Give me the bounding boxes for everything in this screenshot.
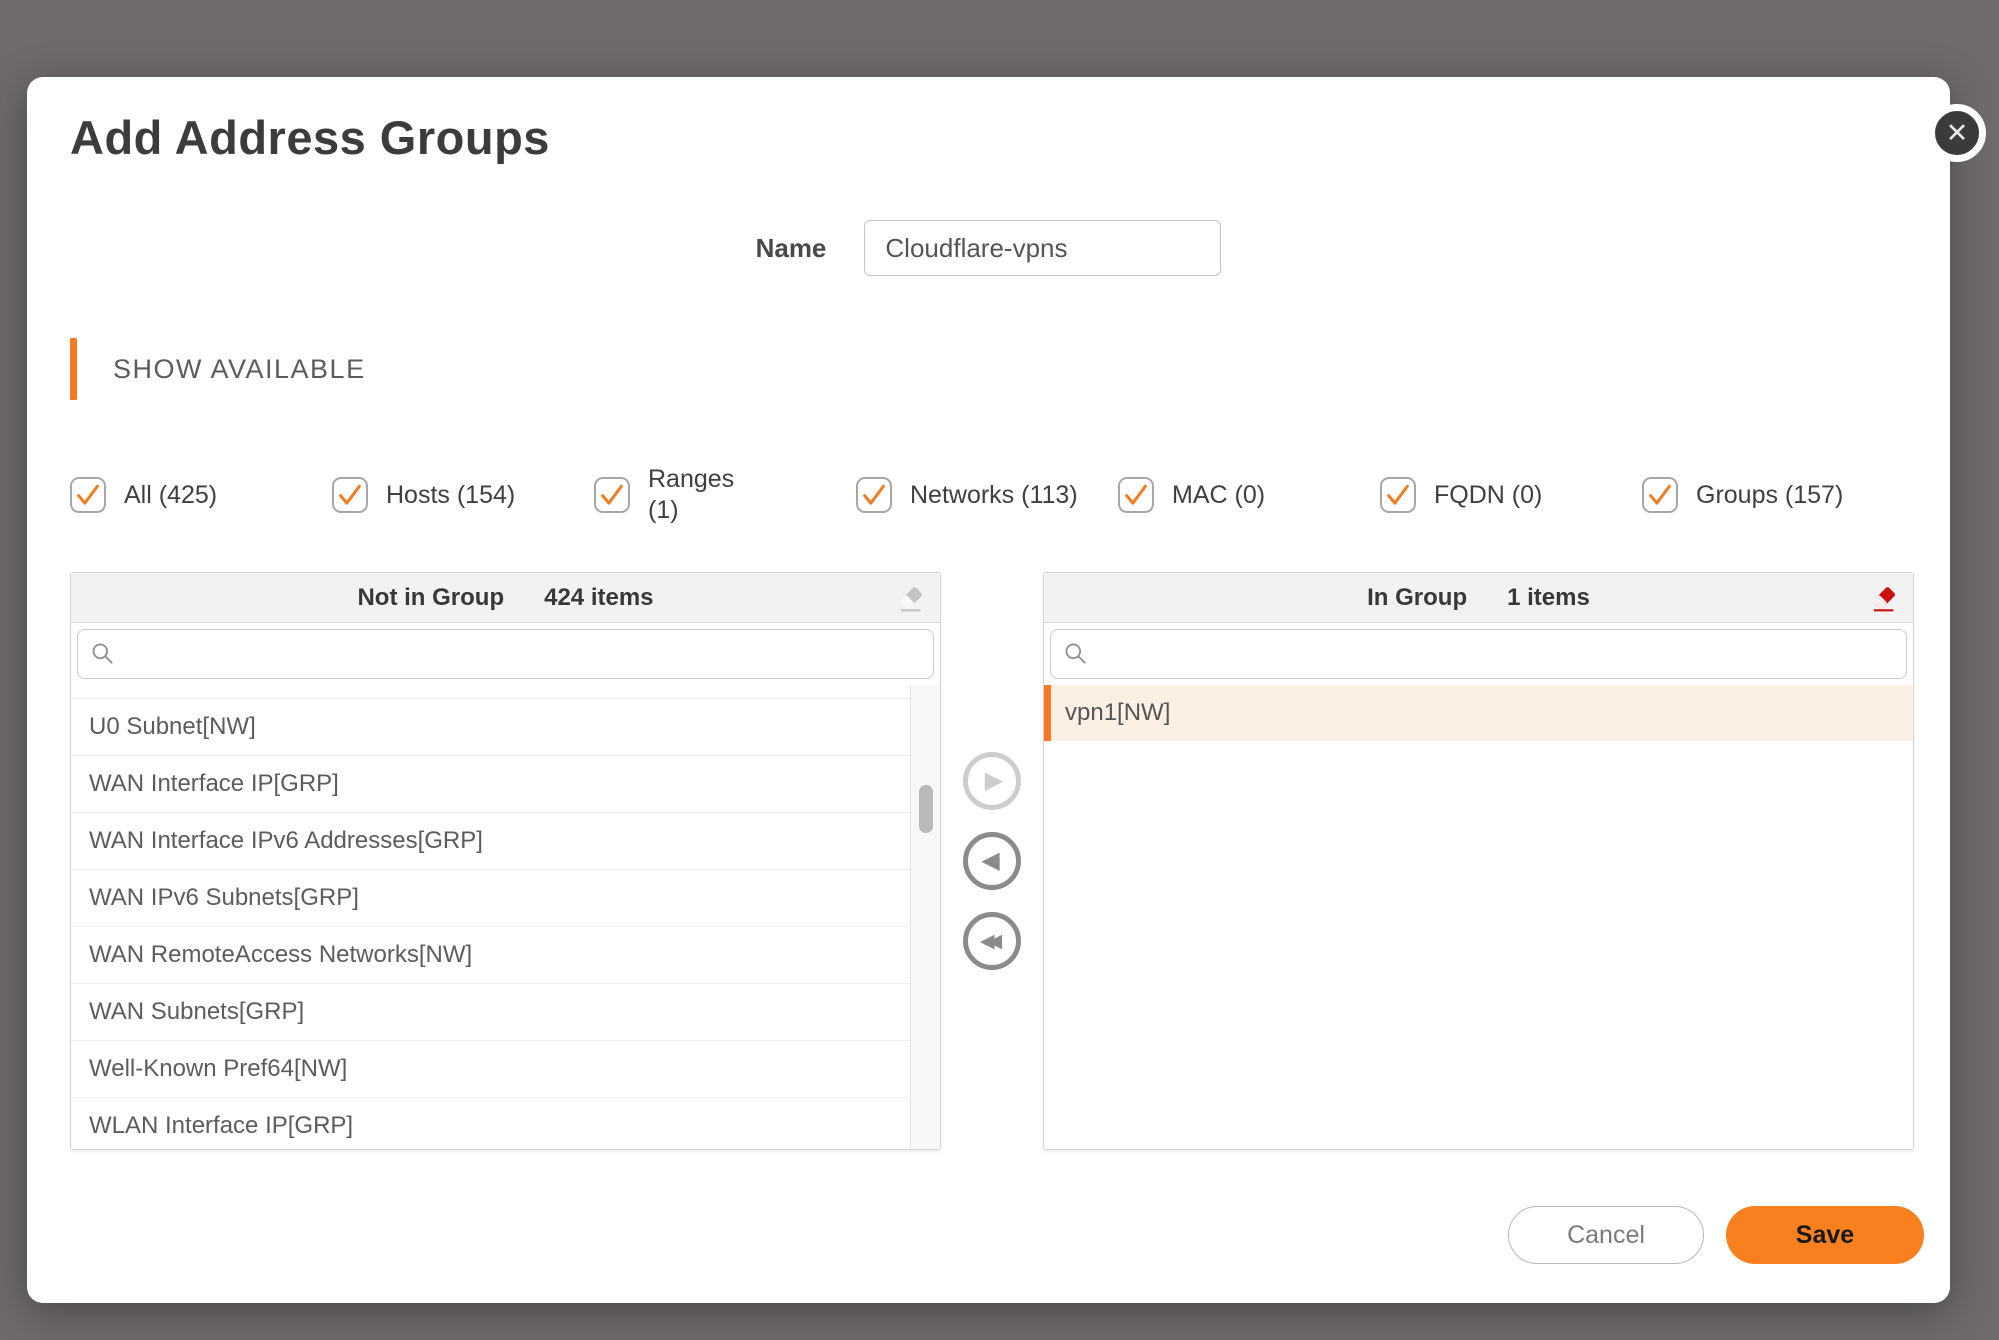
- checkbox-checked[interactable]: [1642, 477, 1678, 513]
- type-filter[interactable]: Groups (157): [1642, 477, 1904, 513]
- checkbox-checked[interactable]: [594, 477, 630, 513]
- close-button[interactable]: ✕: [1928, 104, 1986, 162]
- type-filter[interactable]: Ranges (1): [594, 464, 856, 526]
- in-group-list: vpn1[NW]: [1044, 685, 1913, 1149]
- dialog-title: Add Address Groups: [70, 111, 550, 164]
- checkbox-checked[interactable]: [1380, 477, 1416, 513]
- section-title: SHOW AVAILABLE: [113, 353, 366, 384]
- address-object-row[interactable]: WAN Interface IPv6 Addresses[GRP]: [71, 813, 910, 870]
- address-object-label: WAN Interface IP[GRP]: [89, 770, 339, 797]
- filter-label: Ranges (1): [648, 465, 735, 524]
- cancel-button[interactable]: Cancel: [1508, 1206, 1704, 1264]
- transfer-controls: ▶ ◀ ◀◀: [941, 572, 1043, 1150]
- address-object-row[interactable]: WLAN Interface IP[GRP]: [71, 1098, 910, 1149]
- check-icon: [863, 484, 885, 505]
- name-input[interactable]: [864, 220, 1222, 276]
- filter-label: Groups (157): [1696, 480, 1844, 509]
- address-object-label: Well-Known Pref64[NW]: [89, 1055, 348, 1082]
- double-arrow-left-icon: ◀◀: [979, 930, 1002, 952]
- checkbox-checked[interactable]: [856, 477, 892, 513]
- name-label: Name: [755, 232, 827, 263]
- move-all-left-button[interactable]: ◀◀: [963, 912, 1021, 970]
- selected-address-row[interactable]: vpn1[NW]: [1044, 685, 1913, 741]
- filter-label: All (425): [124, 480, 218, 509]
- not-in-group-panel: Not in Group 424 items: [70, 572, 941, 1150]
- filter-label: Hosts (154): [386, 480, 516, 509]
- address-object-row[interactable]: Well-Known Pref64[NW]: [71, 1041, 910, 1098]
- type-filter[interactable]: Networks (113): [856, 477, 1118, 513]
- section-accent-bar: [70, 338, 77, 400]
- arrow-right-icon: ▶: [984, 767, 1004, 794]
- panel-title: In Group: [1367, 583, 1468, 611]
- type-filter-row: All (425) Hosts (154) Ranges (1): [27, 458, 1950, 532]
- address-object-label: WLAN Interface IP[GRP]: [89, 1112, 354, 1139]
- move-left-button[interactable]: ◀: [963, 832, 1021, 890]
- eraser-icon: [900, 587, 923, 612]
- in-group-header: In Group 1 items: [1044, 573, 1913, 623]
- name-row: Name: [27, 220, 1950, 276]
- address-object-label: WAN Subnets[GRP]: [89, 998, 305, 1025]
- address-object-row[interactable]: WAN Subnets[GRP]: [71, 984, 910, 1041]
- scrollbar-track[interactable]: [910, 685, 940, 1149]
- arrow-left-icon: ◀: [981, 847, 1000, 874]
- close-icon: ✕: [1945, 117, 1969, 148]
- remove-all-button[interactable]: [1867, 582, 1901, 616]
- type-filter[interactable]: All (425): [70, 477, 332, 513]
- type-filter[interactable]: Hosts (154): [332, 477, 594, 513]
- address-object-label: U0 Subnet[NW]: [89, 713, 256, 740]
- search-area: [71, 623, 940, 685]
- dialog-footer: Cancel Save: [27, 1206, 1950, 1264]
- address-object-label: WAN IPv6 Subnets[GRP]: [89, 884, 359, 911]
- filter-label: Networks (113): [910, 480, 1078, 509]
- type-filter[interactable]: FQDN (0): [1380, 477, 1642, 513]
- address-object-label: vpn1[NW]: [1065, 699, 1171, 726]
- not-in-group-header: Not in Group 424 items: [71, 573, 940, 623]
- dual-list-area: Not in Group 424 items: [27, 572, 1950, 1150]
- not-in-group-list: U0 Subnet[NW] WAN Interface IP[GRP] WAN …: [71, 685, 940, 1149]
- filter-label: MAC (0): [1172, 480, 1266, 509]
- save-button[interactable]: Save: [1726, 1206, 1924, 1264]
- panel-item-count: 424 items: [544, 583, 654, 611]
- check-icon: [1649, 484, 1671, 505]
- move-right-button[interactable]: ▶: [963, 752, 1021, 810]
- check-icon: [77, 484, 99, 505]
- address-object-row[interactable]: WAN RemoteAccess Networks[NW]: [71, 927, 910, 984]
- panel-title: Not in Group: [357, 583, 505, 611]
- eraser-red-icon: [1873, 587, 1896, 612]
- add-address-groups-dialog: ✕ Add Address Groups Name SHOW AVAILABLE…: [27, 77, 1986, 1303]
- address-object-row[interactable]: WAN Interface IP[GRP]: [71, 756, 910, 813]
- panel-item-count: 1 items: [1507, 583, 1590, 611]
- scrollbar-thumb[interactable]: [919, 785, 933, 833]
- in-group-panel: In Group 1 items: [1043, 572, 1914, 1150]
- check-icon: [339, 484, 361, 505]
- check-icon: [601, 484, 623, 505]
- check-icon: [1125, 484, 1147, 505]
- search-area: [1044, 623, 1913, 685]
- filter-label: FQDN (0): [1434, 480, 1543, 509]
- show-available-section: SHOW AVAILABLE: [70, 338, 1950, 400]
- address-object-label: WAN RemoteAccess Networks[NW]: [89, 941, 473, 968]
- clear-filter-button[interactable]: [894, 582, 928, 616]
- checkbox-checked[interactable]: [1118, 477, 1154, 513]
- address-object-label: WAN Interface IPv6 Addresses[GRP]: [89, 827, 483, 854]
- address-object-row[interactable]: U0 Subnet[NW]: [71, 699, 910, 756]
- partial-row: [71, 685, 910, 699]
- in-group-search-input[interactable]: [1050, 629, 1907, 679]
- check-icon: [1387, 484, 1409, 505]
- type-filter[interactable]: MAC (0): [1118, 477, 1380, 513]
- not-in-group-search-input[interactable]: [77, 629, 934, 679]
- checkbox-checked[interactable]: [332, 477, 368, 513]
- checkbox-checked[interactable]: [70, 477, 106, 513]
- address-object-row[interactable]: WAN IPv6 Subnets[GRP]: [71, 870, 910, 927]
